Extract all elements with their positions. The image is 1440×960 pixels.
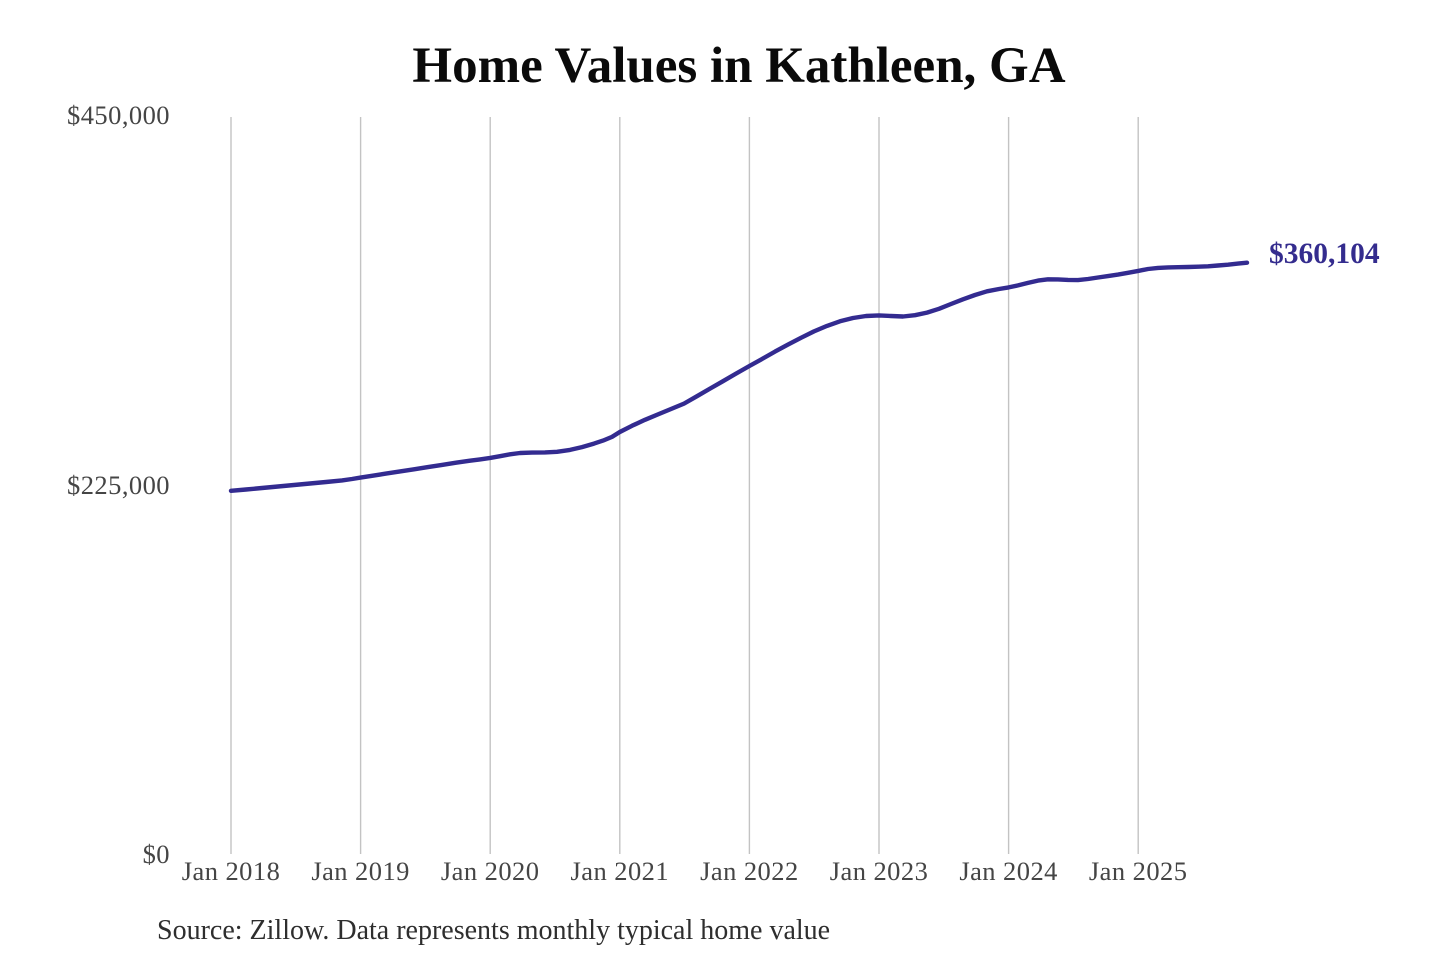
svg-text:$450,000: $450,000 [67, 100, 170, 130]
svg-text:$360,104: $360,104 [1269, 238, 1380, 270]
svg-text:Jan 2024: Jan 2024 [959, 856, 1058, 886]
svg-text:Jan 2021: Jan 2021 [571, 856, 670, 886]
svg-text:Jan 2018: Jan 2018 [182, 856, 281, 886]
svg-text:Jan 2019: Jan 2019 [311, 856, 410, 886]
svg-text:Jan 2025: Jan 2025 [1089, 856, 1188, 886]
svg-text:Jan 2022: Jan 2022 [700, 856, 799, 886]
svg-text:$225,000: $225,000 [67, 470, 170, 500]
svg-text:Jan 2023: Jan 2023 [830, 856, 929, 886]
svg-text:$0: $0 [143, 839, 170, 869]
svg-text:Jan 2020: Jan 2020 [441, 856, 540, 886]
svg-text:Home Values in Kathleen, GA: Home Values in Kathleen, GA [412, 38, 1065, 94]
svg-text:Source: Zillow. Data represent: Source: Zillow. Data represents monthly … [157, 915, 830, 946]
